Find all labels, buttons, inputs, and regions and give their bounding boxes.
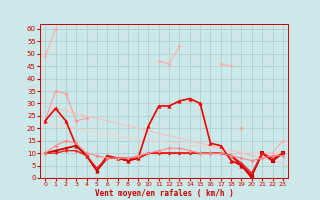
X-axis label: Vent moyen/en rafales ( km/h ): Vent moyen/en rafales ( km/h ): [95, 189, 233, 198]
